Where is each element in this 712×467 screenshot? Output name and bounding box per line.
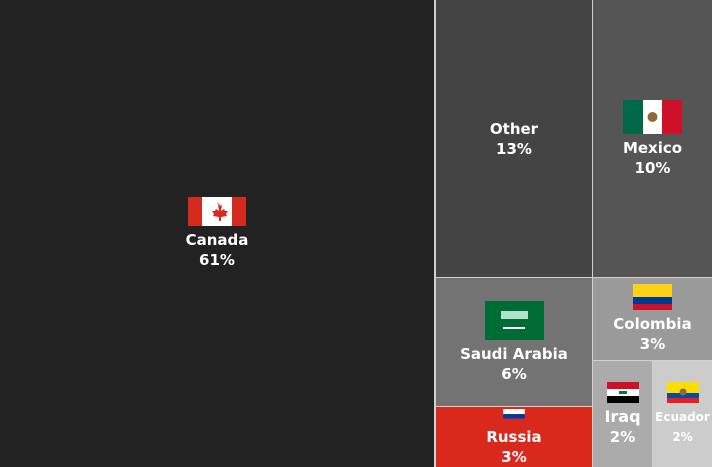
mexico-flag-icon	[623, 99, 682, 134]
cell-label: Russia	[486, 428, 542, 446]
treemap-cell-canada: Canada 61%	[0, 0, 434, 467]
treemap-cell-saudi-arabia: Saudi Arabia 6%	[436, 278, 592, 406]
cell-percent: 3%	[501, 448, 527, 466]
cell-label: Ecuador	[655, 409, 710, 424]
cell-percent: 3%	[639, 335, 666, 353]
cell-label: Canada	[185, 231, 249, 249]
canada-flag-icon	[188, 197, 246, 226]
cell-percent: 6%	[501, 364, 527, 383]
cell-label: Colombia	[613, 315, 692, 333]
cell-label: Saudi Arabia	[460, 344, 568, 363]
cell-label: Mexico	[622, 138, 683, 157]
cell-label: Iraq	[604, 406, 641, 426]
iraq-flag-icon	[606, 381, 639, 403]
treemap-cell-mexico: Mexico 10%	[593, 0, 712, 277]
treemap-cell-russia: Russia 3%	[436, 407, 592, 467]
ecuador-flag-icon	[666, 381, 699, 403]
treemap-cell-other: Other 13%	[436, 0, 592, 277]
treemap-cell-colombia: Colombia 3%	[593, 278, 712, 360]
cell-percent: 10%	[634, 158, 671, 177]
cell-percent: 61%	[199, 251, 235, 269]
treemap-cell-ecuador: Ecuador 2%	[653, 361, 712, 467]
colombia-flag-icon	[633, 284, 672, 310]
russia-flag-icon	[503, 409, 525, 423]
cell-percent: 2%	[609, 427, 636, 446]
saudi-arabia-flag-icon	[484, 300, 544, 340]
cell-percent: 2%	[672, 429, 693, 444]
cell-percent: 13%	[496, 139, 532, 158]
treemap-cell-iraq: Iraq 2%	[593, 361, 652, 467]
cell-label: Other	[489, 119, 539, 138]
